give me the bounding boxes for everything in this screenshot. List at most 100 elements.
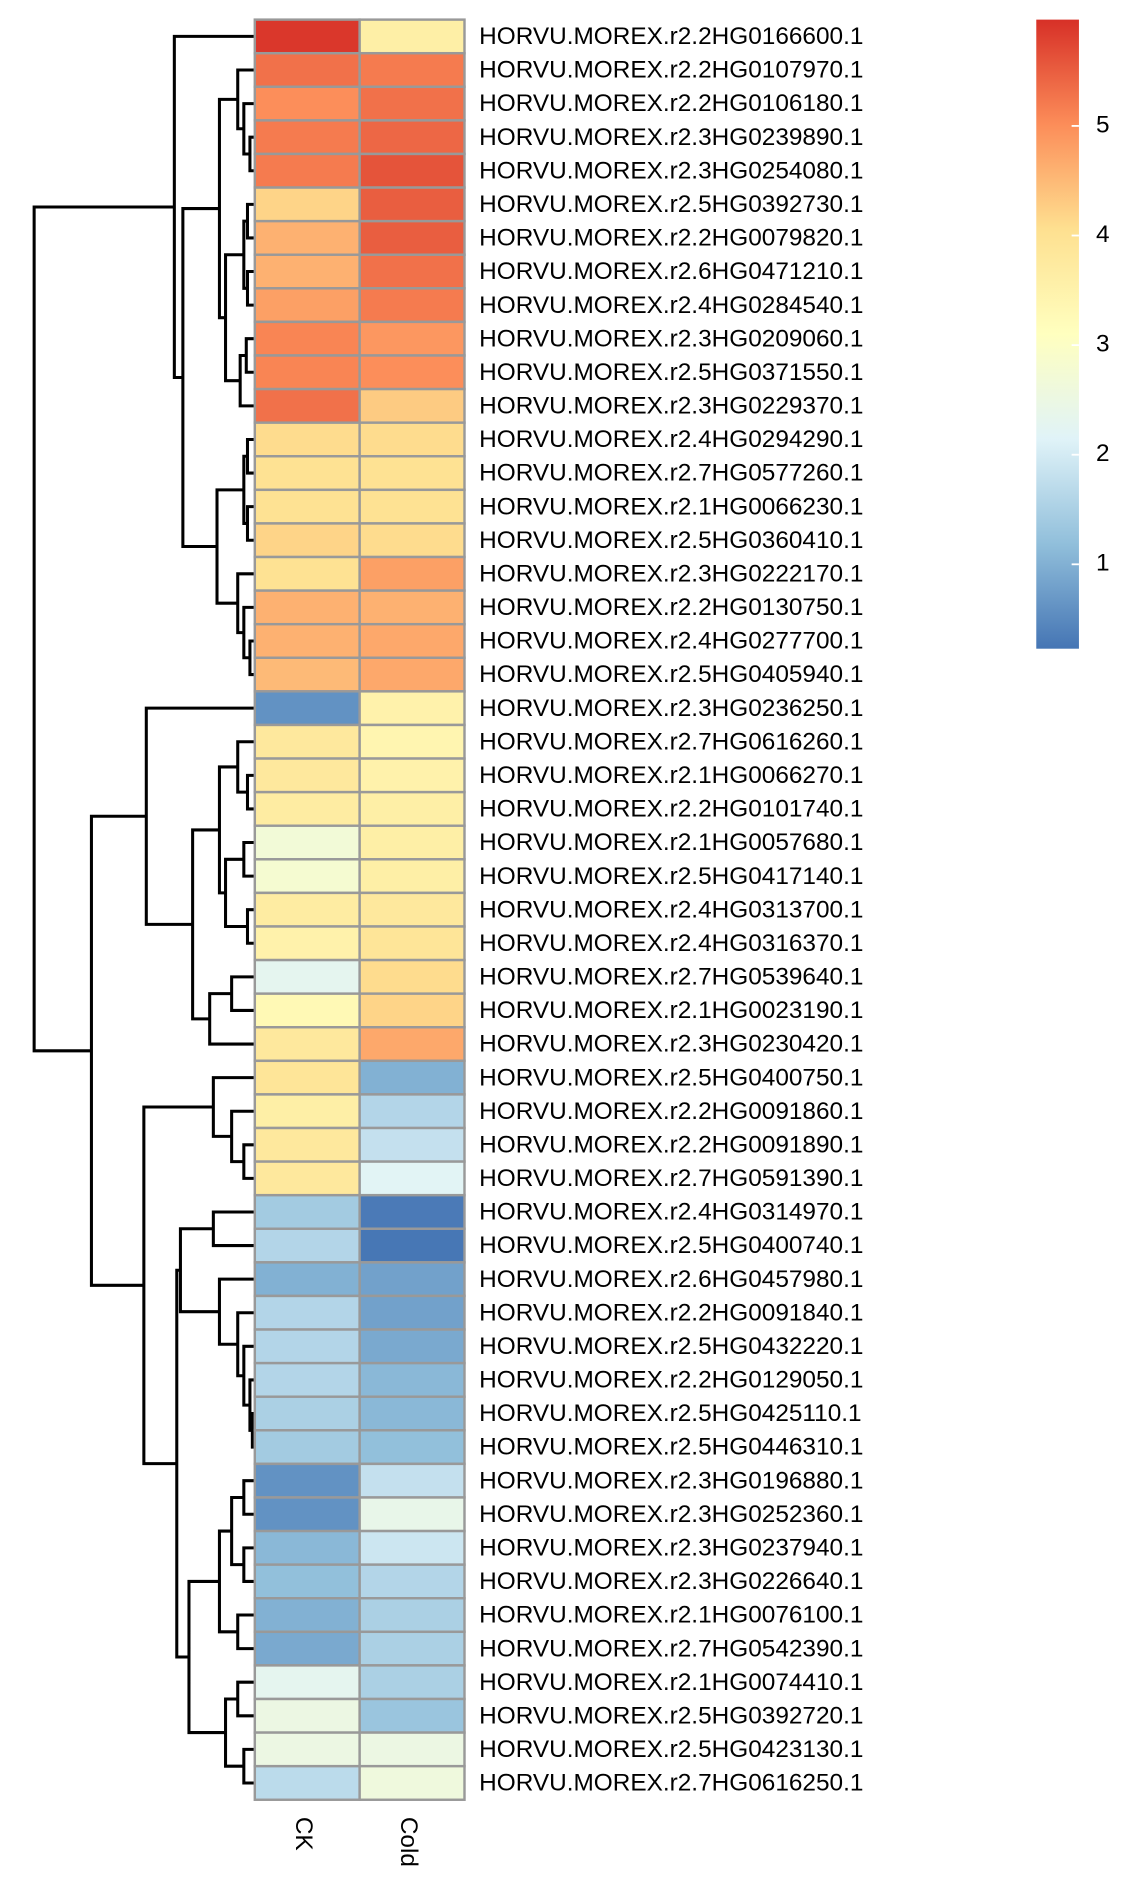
row-label: HORVU.MOREX.r2.2HG0129050.1 bbox=[479, 1367, 863, 1394]
heatmap-cell bbox=[253, 253, 361, 290]
heatmap-cell bbox=[358, 1227, 466, 1264]
legend-tick-label: 3 bbox=[1096, 331, 1110, 358]
row-label: HORVU.MOREX.r2.1HG0066230.1 bbox=[479, 493, 863, 520]
heatmap-cell bbox=[253, 1563, 361, 1600]
row-label: HORVU.MOREX.r2.4HG0277700.1 bbox=[479, 628, 863, 655]
heatmap-cell bbox=[253, 1193, 361, 1230]
row-label: HORVU.MOREX.r2.3HG0254080.1 bbox=[479, 157, 863, 184]
heatmap-cell bbox=[358, 790, 466, 827]
row-label: HORVU.MOREX.r2.5HG0360410.1 bbox=[479, 527, 863, 554]
heatmap-cell bbox=[253, 1361, 361, 1398]
heatmap-cell bbox=[358, 85, 466, 122]
heatmap-cell bbox=[253, 18, 361, 55]
row-label: HORVU.MOREX.r2.2HG0101740.1 bbox=[479, 796, 863, 823]
row-label: HORVU.MOREX.r2.3HG0226640.1 bbox=[479, 1568, 863, 1595]
row-label: HORVU.MOREX.r2.1HG0076100.1 bbox=[479, 1602, 863, 1629]
heatmap-cell bbox=[358, 1093, 466, 1130]
heatmap-cell bbox=[358, 287, 466, 324]
heatmap-cell bbox=[253, 354, 361, 391]
heatmap-cell bbox=[358, 1328, 466, 1365]
heatmap-cell bbox=[253, 1529, 361, 1566]
row-label: HORVU.MOREX.r2.2HG0106180.1 bbox=[479, 90, 863, 117]
row-label: HORVU.MOREX.r2.3HG0209060.1 bbox=[479, 325, 863, 352]
legend-tick-label: 5 bbox=[1096, 111, 1110, 138]
heatmap-cell bbox=[253, 1093, 361, 1130]
row-label: HORVU.MOREX.r2.3HG0237940.1 bbox=[479, 1535, 863, 1562]
row-label: HORVU.MOREX.r2.6HG0471210.1 bbox=[479, 258, 863, 285]
heatmap-cell bbox=[358, 253, 466, 290]
row-label: HORVU.MOREX.r2.5HG0425110.1 bbox=[479, 1400, 861, 1427]
heatmap-cell bbox=[253, 723, 361, 760]
row-label: HORVU.MOREX.r2.6HG0457980.1 bbox=[479, 1266, 863, 1293]
heatmap-cell bbox=[358, 219, 466, 256]
row-label: HORVU.MOREX.r2.2HG0107970.1 bbox=[479, 57, 863, 84]
heatmap-cell bbox=[358, 723, 466, 760]
heatmap-cell bbox=[253, 891, 361, 928]
row-label: HORVU.MOREX.r2.3HG0229370.1 bbox=[479, 393, 863, 420]
row-label: HORVU.MOREX.r2.5HG0400750.1 bbox=[479, 1064, 863, 1091]
row-label: HORVU.MOREX.r2.2HG0091840.1 bbox=[479, 1299, 863, 1326]
legend-tick-label: 4 bbox=[1096, 221, 1110, 248]
heatmap-cell bbox=[358, 656, 466, 693]
heatmap-cell bbox=[358, 421, 466, 458]
heatmap-cell bbox=[358, 1563, 466, 1600]
heatmap-cell bbox=[358, 18, 466, 55]
heatmap-cell bbox=[358, 152, 466, 189]
heatmap-cell bbox=[358, 1697, 466, 1734]
heatmap-cell bbox=[358, 858, 466, 895]
heatmap-cell bbox=[358, 690, 466, 727]
heatmap-cell bbox=[253, 455, 361, 492]
heatmap-cell bbox=[358, 1026, 466, 1063]
heatmap-cell bbox=[253, 1731, 361, 1768]
row-label: HORVU.MOREX.r2.7HG0616250.1 bbox=[479, 1770, 863, 1797]
heatmap-cell bbox=[358, 455, 466, 492]
heatmap-cell bbox=[358, 1664, 466, 1701]
row-label: HORVU.MOREX.r2.7HG0542390.1 bbox=[479, 1635, 863, 1662]
heatmap-cell bbox=[358, 1597, 466, 1634]
row-label: HORVU.MOREX.r2.1HG0074410.1 bbox=[479, 1669, 863, 1696]
row-label: HORVU.MOREX.r2.2HG0130750.1 bbox=[479, 594, 863, 621]
heatmap-cell bbox=[358, 925, 466, 962]
heatmap-cell bbox=[358, 824, 466, 861]
heatmap-cell bbox=[253, 1496, 361, 1533]
heatmap-cell bbox=[358, 1462, 466, 1499]
heatmap-cell bbox=[253, 421, 361, 458]
heatmap-cell bbox=[253, 790, 361, 827]
row-label: HORVU.MOREX.r2.2HG0091890.1 bbox=[479, 1131, 863, 1158]
heatmap-cell bbox=[358, 992, 466, 1029]
heatmap-cell bbox=[358, 1361, 466, 1398]
heatmap-cell bbox=[358, 757, 466, 794]
dendrogram bbox=[32, 34, 255, 1785]
heatmap-cell bbox=[253, 1664, 361, 1701]
heatmap-cell bbox=[358, 891, 466, 928]
column-label: Cold bbox=[395, 1817, 422, 1867]
row-label: HORVU.MOREX.r2.7HG0616260.1 bbox=[479, 728, 863, 755]
row-label: HORVU.MOREX.r2.4HG0313700.1 bbox=[479, 896, 863, 923]
heatmap-cell bbox=[358, 522, 466, 559]
heatmap-cell bbox=[253, 1227, 361, 1264]
heatmap-cell bbox=[253, 589, 361, 626]
heatmap-cell bbox=[253, 1630, 361, 1667]
heatmap-cell bbox=[358, 589, 466, 626]
row-label: HORVU.MOREX.r2.7HG0577260.1 bbox=[479, 460, 863, 487]
heatmap-cell bbox=[358, 1429, 466, 1466]
legend-colorbar bbox=[1036, 19, 1079, 649]
row-label: HORVU.MOREX.r2.3HG0230420.1 bbox=[479, 1031, 863, 1058]
dendrogram-branches bbox=[32, 34, 255, 1785]
heatmap-cell bbox=[253, 1429, 361, 1466]
row-label: HORVU.MOREX.r2.5HG0423130.1 bbox=[479, 1736, 863, 1763]
heatmap-cell bbox=[253, 1328, 361, 1365]
heatmap-cell bbox=[358, 1529, 466, 1566]
heatmap-cell bbox=[253, 757, 361, 794]
heatmap-cell bbox=[358, 387, 466, 424]
heatmap-cell bbox=[253, 824, 361, 861]
heatmap-cell bbox=[253, 1697, 361, 1734]
heatmap-cell bbox=[253, 522, 361, 559]
row-label: HORVU.MOREX.r2.5HG0417140.1 bbox=[479, 863, 863, 890]
row-label: HORVU.MOREX.r2.3HG0222170.1 bbox=[479, 560, 863, 587]
heatmap-cell bbox=[253, 1597, 361, 1634]
heatmap-cell bbox=[253, 219, 361, 256]
heatmap-cell bbox=[253, 1395, 361, 1432]
